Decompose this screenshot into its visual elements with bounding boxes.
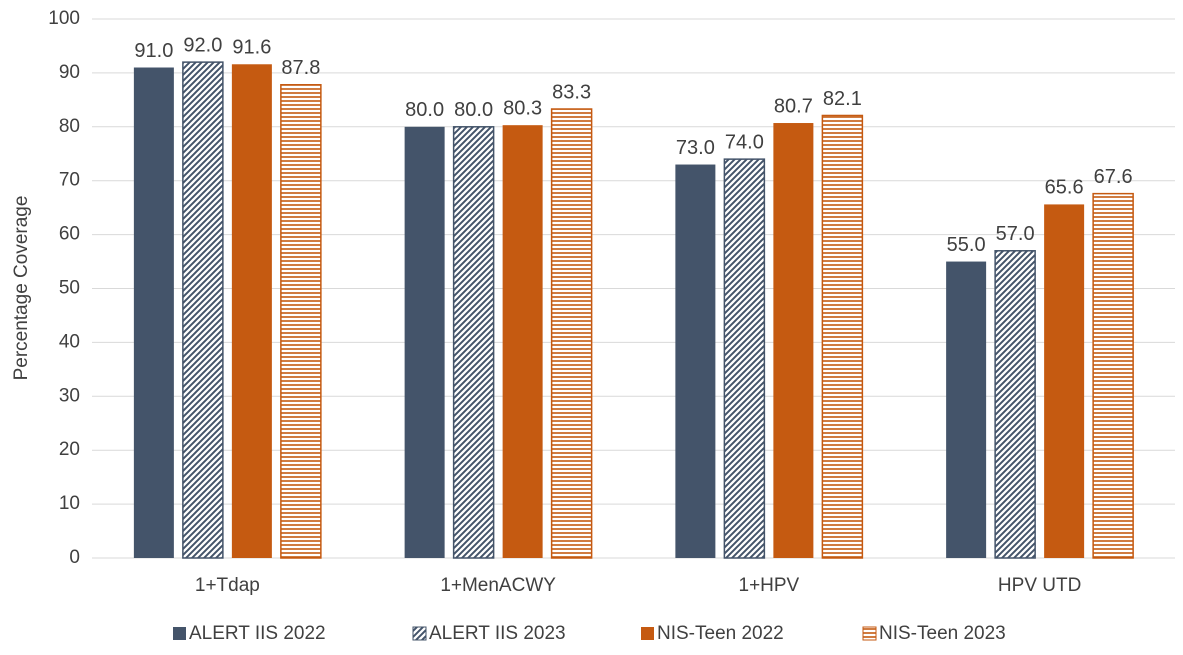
bar [452, 126, 495, 559]
bar [1092, 192, 1134, 559]
y-tick-label: 30 [59, 385, 80, 406]
data-label: 80.0 [454, 99, 493, 121]
data-label: 67.6 [1094, 166, 1133, 188]
y-tick-label: 80 [59, 116, 80, 137]
x-tick-label: 1+MenACWY [440, 575, 556, 596]
y-tick-label: 90 [59, 62, 80, 83]
y-tick-label: 0 [69, 547, 80, 568]
data-label: 87.8 [281, 57, 320, 79]
legend-label: NIS-Teen 2023 [879, 623, 1006, 644]
bar [946, 261, 987, 558]
data-label: 80.3 [503, 97, 542, 119]
legend-label: ALERT IIS 2023 [429, 623, 566, 644]
legend-swatch [641, 627, 654, 640]
data-label: 91.6 [232, 37, 271, 59]
data-label: 73.0 [676, 137, 715, 159]
data-label: 92.0 [183, 34, 222, 56]
y-tick-label: 40 [59, 331, 80, 352]
data-label: 55.0 [947, 234, 986, 256]
data-label: 74.0 [725, 131, 764, 153]
bar [675, 164, 716, 558]
y-tick-label: 10 [59, 493, 80, 514]
legend-label: ALERT IIS 2022 [189, 623, 326, 644]
bar [502, 125, 543, 559]
bar [821, 114, 864, 559]
y-tick-label: 70 [59, 170, 80, 191]
y-axis-label: Percentage Coverage [11, 196, 32, 381]
bar [133, 67, 174, 558]
y-tick-label: 100 [48, 8, 80, 29]
bar [1044, 204, 1085, 558]
y-tick-label: 20 [59, 439, 80, 460]
data-label: 65.6 [1045, 177, 1084, 199]
y-tick-label: 60 [59, 224, 80, 245]
data-label: 82.1 [823, 88, 862, 110]
bar [280, 84, 322, 559]
bar [550, 108, 593, 559]
data-label: 83.3 [552, 81, 591, 103]
data-label: 57.0 [996, 223, 1035, 245]
bar [773, 123, 814, 558]
data-label: 80.7 [774, 95, 813, 117]
legend-swatch [412, 626, 427, 641]
data-label: 91.0 [134, 40, 173, 62]
bar [723, 158, 766, 559]
data-label: 80.0 [405, 99, 444, 121]
x-tick-label: 1+HPV [739, 575, 800, 596]
x-tick-label: 1+Tdap [195, 575, 260, 596]
bar [404, 126, 445, 559]
bar [182, 61, 224, 559]
x-tick-label: HPV UTD [998, 575, 1081, 596]
legend-label: NIS-Teen 2022 [657, 623, 784, 644]
legend-swatch [173, 627, 186, 640]
y-tick-label: 50 [59, 278, 80, 299]
legend-swatch [862, 626, 877, 641]
bar [994, 250, 1036, 559]
bar [231, 64, 272, 558]
